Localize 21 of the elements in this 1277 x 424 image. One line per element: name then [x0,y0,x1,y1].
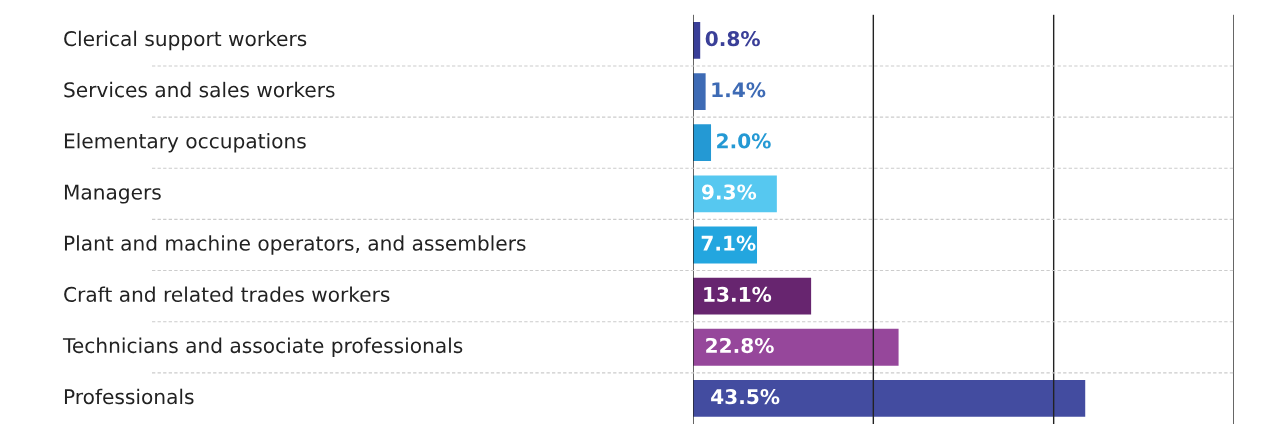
data-label: 22.8% [706,337,774,354]
data-label: 43.5% [711,389,780,405]
y-tick-label: Craft and related trades workers [64,286,390,302]
data-label: 0.8% [705,31,760,47]
bar [693,328,899,366]
bar [693,277,812,315]
y-tick-label: Clerical support workers [64,30,307,51]
data-label: 7.1% [701,235,756,251]
y-tick-label: Technicians and associate professionals [62,337,463,358]
data-label: 2.0% [717,133,771,149]
y-tick-label: Services and sales workers [64,81,335,98]
y-tick-label: Managers [64,184,161,204]
data-label: 13.1% [704,286,772,302]
data-label: 9.3% [701,184,757,200]
y-tick-label: Plant and machine operators, and assemblers [64,235,526,255]
bar [693,380,1086,417]
data-label: 1.4% [712,82,766,98]
y-tick-label: Professionals [64,388,194,405]
bar [693,73,706,110]
y-tick-label: Elementary occupations [64,132,306,153]
bar [693,124,712,162]
